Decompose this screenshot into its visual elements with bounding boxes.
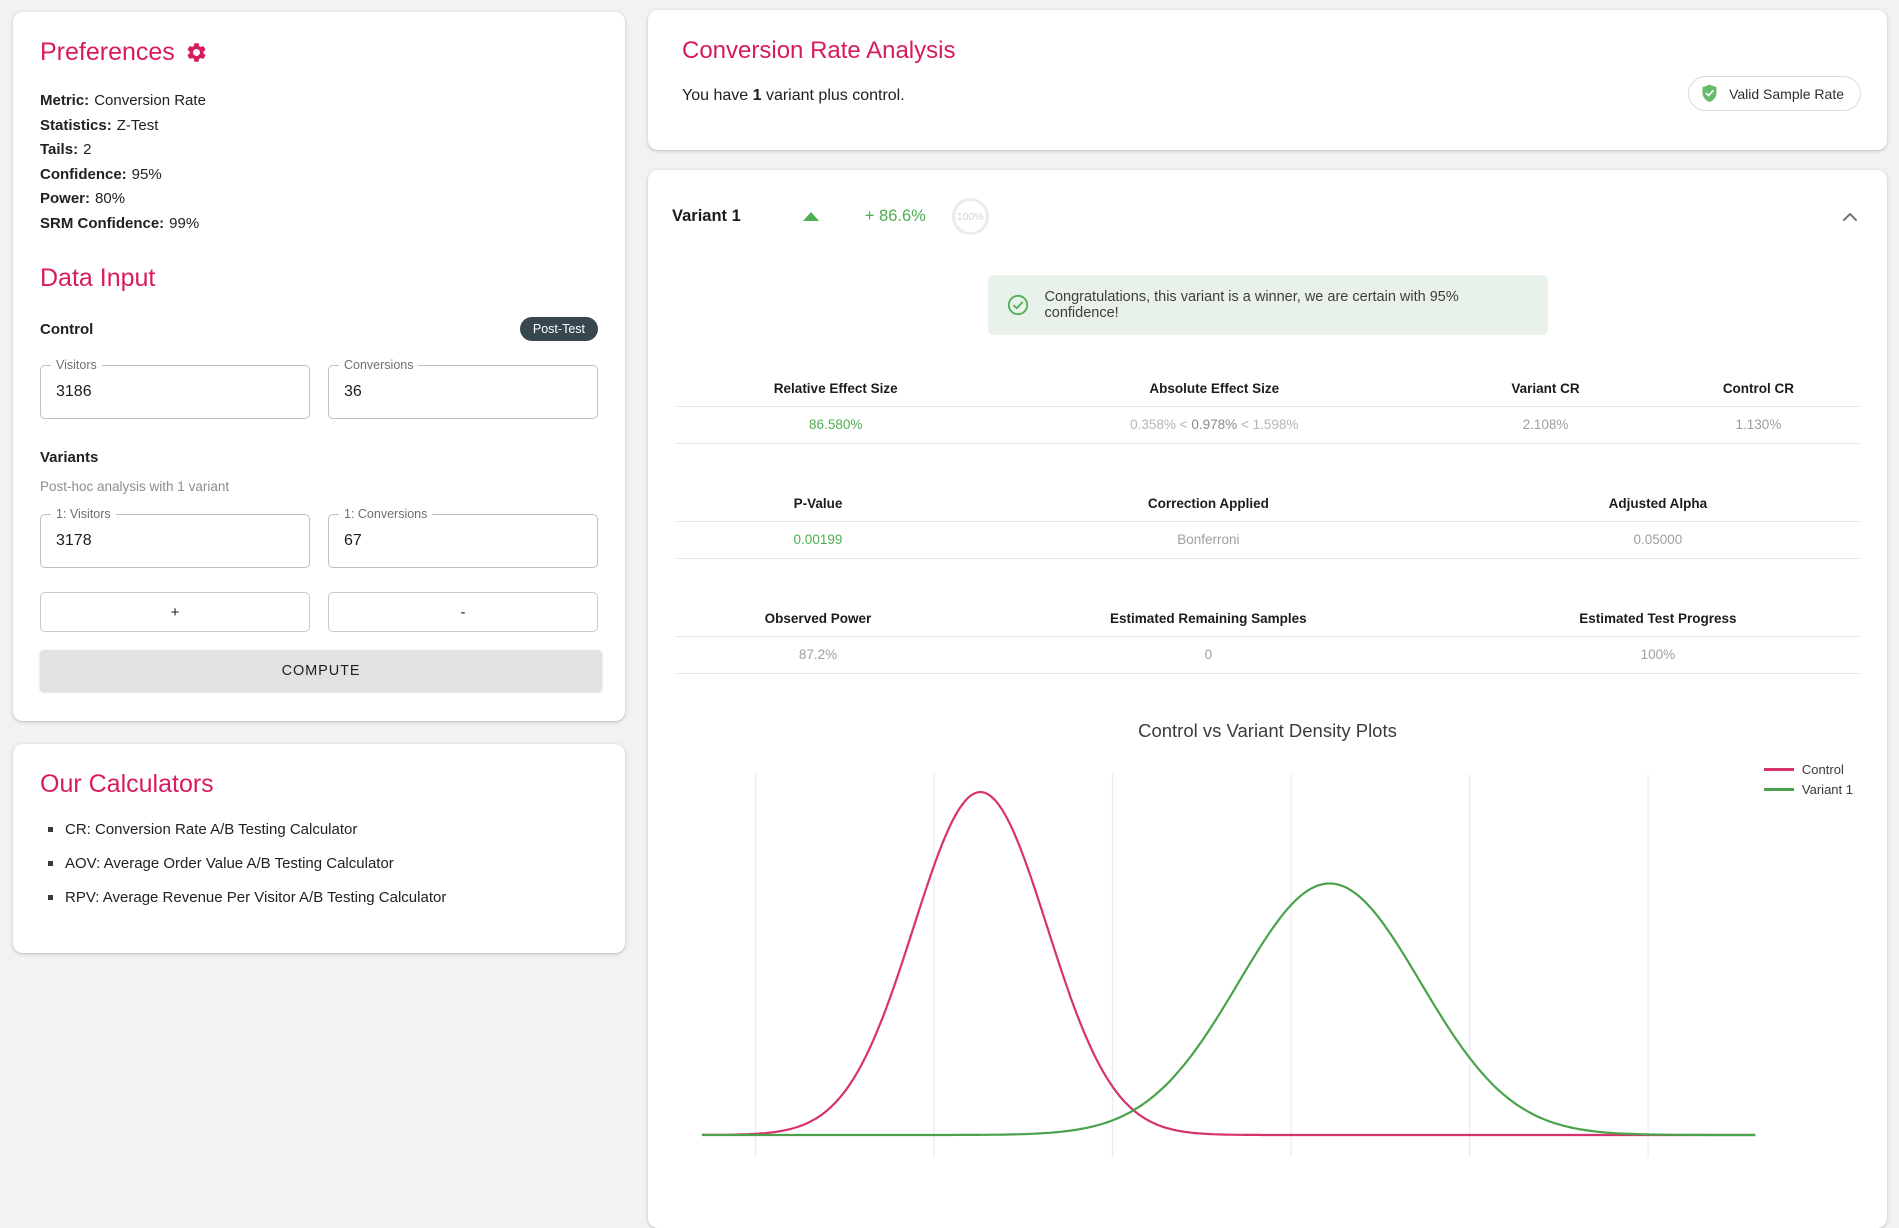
preferences-title-text: Preferences	[40, 38, 175, 66]
preferences-card: Preferences Metric: Conversion Rate Stati…	[13, 12, 625, 721]
variant1-conversions-input[interactable]	[344, 532, 574, 550]
remaining-samples-value: 0	[959, 636, 1457, 674]
variant-card: Variant 1 + 86.6% 100% Congratulations, …	[648, 170, 1887, 1228]
square-bullet-icon	[48, 861, 53, 866]
variant-header-row[interactable]: Variant 1 + 86.6% 100%	[648, 170, 1887, 235]
pref-srm-confidence: SRM Confidence: 99%	[40, 214, 200, 232]
density-plot-canvas	[701, 774, 1756, 1157]
p-value: 0.00199	[676, 521, 960, 559]
triangle-up-icon	[802, 212, 819, 221]
stat-header: Control CR	[1657, 371, 1859, 407]
compute-button[interactable]: COMPUTE	[40, 650, 602, 691]
control-visitors-input[interactable]	[56, 383, 286, 401]
variant1-visitors-label: 1: Visitors	[51, 507, 116, 521]
pvalue-table: P-Value Correction Applied Adjusted Alph…	[676, 486, 1859, 559]
valid-sample-rate-badge: Valid Sample Rate	[1688, 76, 1861, 111]
our-calculators-card: Our Calculators CR: Conversion Rate A/B …	[13, 744, 625, 953]
control-visitors-label: Visitors	[51, 358, 102, 372]
adjusted-alpha-value: 0.05000	[1456, 521, 1859, 559]
variant1-conversions-field[interactable]: 1: Conversions	[328, 507, 598, 568]
variant-name: Variant 1	[672, 207, 741, 225]
page-title: Conversion Rate Analysis	[682, 37, 956, 64]
pref-tails: Tails: 2	[40, 141, 92, 158]
chart-legend: Control Variant 1	[1763, 762, 1853, 802]
our-calculators-title: Our Calculators	[40, 770, 214, 798]
calculator-link-rpv[interactable]: RPV: Average Revenue Per Visitor A/B Tes…	[40, 889, 598, 906]
variant1-conversions-label: 1: Conversions	[339, 507, 433, 521]
gear-icon[interactable]	[185, 41, 208, 64]
chart-title: Control vs Variant Density Plots	[1138, 720, 1397, 741]
stat-header: Variant CR	[1433, 371, 1658, 407]
stat-header: Estimated Test Progress	[1456, 601, 1859, 637]
post-test-badge[interactable]: Post-Test	[519, 317, 598, 341]
control-cr-value: 1.130%	[1657, 406, 1859, 444]
check-circle-icon	[1006, 293, 1030, 317]
sidebar: Preferences Metric: Conversion Rate Stati…	[13, 12, 625, 953]
variant-line-swatch	[1763, 788, 1794, 791]
stats-tables: Relative Effect Size Absolute Effect Siz…	[676, 371, 1859, 674]
chevron-up-icon[interactable]	[1839, 206, 1861, 228]
remove-variant-button[interactable]: -	[328, 592, 598, 632]
legend-item-control[interactable]: Control	[1763, 762, 1853, 777]
variant-count-text: You have 1 variant plus control.	[682, 87, 905, 104]
stat-header: Correction Applied	[959, 486, 1457, 522]
control-label: Control	[40, 320, 94, 338]
relative-effect-value: 86.580%	[676, 406, 996, 444]
legend-item-variant1[interactable]: Variant 1	[1763, 782, 1853, 797]
variants-note: Post-hoc analysis with 1 variant	[40, 479, 230, 494]
variants-label: Variants	[40, 449, 99, 466]
progress-ring-badge: 100%	[951, 198, 989, 235]
variant-cr-value: 2.108%	[1433, 406, 1658, 444]
winner-banner: Congratulations, this variant is a winne…	[987, 275, 1548, 335]
pref-confidence: Confidence: 95%	[40, 165, 162, 183]
stat-header: Relative Effect Size	[676, 371, 996, 407]
analysis-header-card: Conversion Rate Analysis You have 1 vari…	[648, 10, 1887, 150]
density-plot: Control Variant 1	[672, 752, 1865, 1182]
effect-size-table: Relative Effect Size Absolute Effect Siz…	[676, 371, 1859, 444]
preferences-list: Metric: Conversion Rate Statistics: Z-Test…	[40, 89, 598, 236]
stat-header: P-Value	[676, 486, 960, 522]
stat-header: Adjusted Alpha	[1456, 486, 1859, 522]
control-conversions-field[interactable]: Conversions	[328, 358, 598, 419]
data-input-title: Data Input	[40, 264, 156, 292]
variant1-visitors-input[interactable]	[56, 532, 286, 550]
calculators-list: CR: Conversion Rate A/B Testing Calculat…	[40, 821, 598, 906]
correction-applied-value: Bonferroni	[959, 521, 1457, 559]
calculator-link-cr[interactable]: CR: Conversion Rate A/B Testing Calculat…	[40, 821, 598, 838]
control-visitors-field[interactable]: Visitors	[40, 358, 310, 419]
stat-header: Estimated Remaining Samples	[959, 601, 1457, 637]
observed-power-value: 87.2%	[676, 636, 960, 674]
square-bullet-icon	[48, 827, 53, 832]
control-conversions-input[interactable]	[344, 383, 574, 401]
shield-check-icon	[1699, 83, 1720, 104]
pref-statistics: Statistics: Z-Test	[40, 116, 159, 134]
variant1-visitors-field[interactable]: 1: Visitors	[40, 507, 310, 568]
stat-header: Observed Power	[676, 601, 960, 637]
square-bullet-icon	[48, 895, 53, 900]
pref-metric: Metric: Conversion Rate	[40, 92, 206, 109]
preferences-title: Preferences	[40, 38, 598, 67]
stat-header: Absolute Effect Size	[995, 371, 1434, 407]
absolute-effect-value: 0.358% < 0.978% < 1.598%	[995, 406, 1434, 444]
test-progress-value: 100%	[1456, 636, 1859, 674]
add-variant-button[interactable]: +	[40, 592, 310, 632]
variant-lift-value: + 86.6%	[864, 207, 926, 225]
pref-power: Power: 80%	[40, 190, 126, 207]
control-line-swatch	[1763, 768, 1794, 771]
valid-badge-label: Valid Sample Rate	[1729, 85, 1844, 102]
calculator-link-aov[interactable]: AOV: Average Order Value A/B Testing Cal…	[40, 855, 598, 872]
power-table: Observed Power Estimated Remaining Sampl…	[676, 601, 1859, 674]
control-conversions-label: Conversions	[339, 358, 419, 372]
main-panel: Conversion Rate Analysis You have 1 vari…	[648, 10, 1887, 1228]
winner-banner-text: Congratulations, this variant is a winne…	[1044, 289, 1459, 321]
